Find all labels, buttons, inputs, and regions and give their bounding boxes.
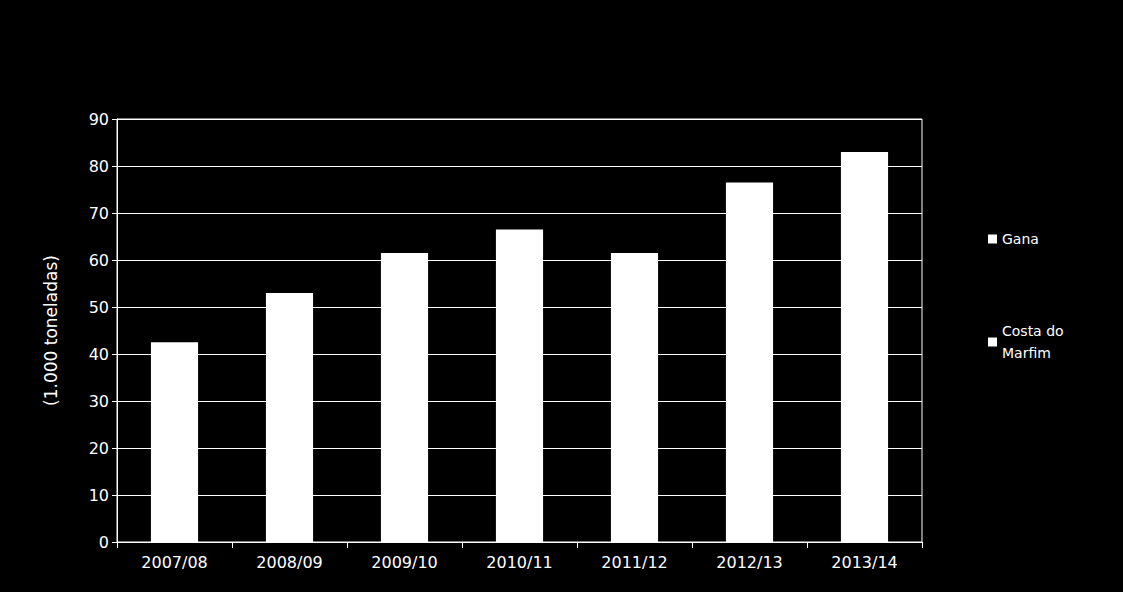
svg-text:50: 50 — [89, 298, 109, 317]
svg-text:60: 60 — [89, 251, 109, 270]
svg-text:2010/11: 2010/11 — [486, 553, 552, 572]
svg-text:2009/10: 2009/10 — [371, 553, 437, 572]
svg-text:2013/14: 2013/14 — [831, 553, 897, 572]
svg-text:70: 70 — [89, 204, 109, 223]
svg-text:2011/12: 2011/12 — [601, 553, 667, 572]
svg-text:Gana: Gana — [1002, 231, 1039, 247]
svg-text:40: 40 — [89, 345, 109, 364]
svg-text:Costa do: Costa do — [1002, 323, 1068, 339]
svg-text:10: 10 — [89, 486, 109, 505]
svg-text:90: 90 — [89, 110, 109, 129]
svg-text:(1.000 toneladas): (1.000 toneladas) — [41, 255, 61, 406]
svg-text:30: 30 — [89, 392, 109, 411]
svg-text:Marfim: Marfim — [1002, 345, 1051, 361]
svg-text:2012/13: 2012/13 — [716, 553, 782, 572]
svg-text:2008/09: 2008/09 — [256, 553, 322, 572]
svg-text:0: 0 — [99, 533, 109, 552]
svg-text:20: 20 — [89, 439, 109, 458]
svg-text:80: 80 — [89, 157, 109, 176]
svg-text:2007/08: 2007/08 — [141, 553, 207, 572]
